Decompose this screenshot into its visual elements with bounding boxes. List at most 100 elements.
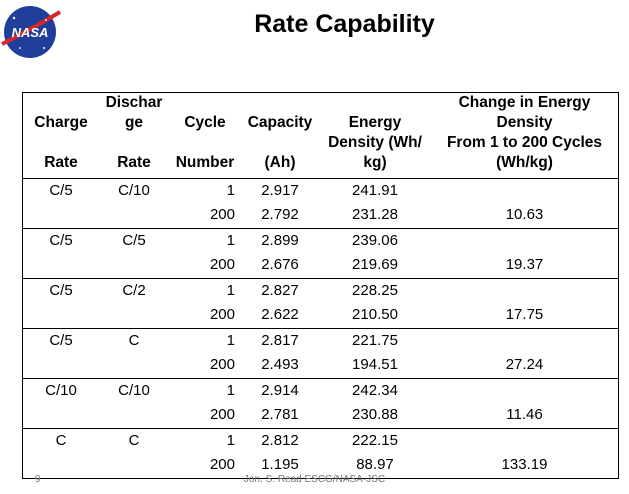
capacity-cell: 2.781 xyxy=(261,406,299,423)
header-discharge-line1: Dischar xyxy=(105,94,163,111)
header-change-line1: Change in Energy xyxy=(458,94,591,111)
header-capacity: Capacity (Ah) xyxy=(241,93,319,173)
header-discharge-rate: Dischar ge Rate xyxy=(99,93,169,173)
energy-density-cell: 210.50 xyxy=(352,306,398,323)
discharge-rate-cell: C/2 xyxy=(122,282,146,299)
energy-density-cell: 230.88 xyxy=(352,406,398,423)
discharge-rate-cell: C xyxy=(128,332,140,349)
capacity-cell: 2.827 xyxy=(261,282,299,299)
header-change-energy-density: Change in Energy Density From 1 to 200 C… xyxy=(431,93,618,173)
header-charge-line2: Rate xyxy=(44,154,78,171)
cycle-number-cell: 1 xyxy=(226,332,235,349)
table-row: 200 2.792 231.28 10.63 xyxy=(23,203,618,227)
capacity-cell: 2.899 xyxy=(261,232,299,249)
cycle-number-cell: 200 xyxy=(209,406,235,423)
cycle-number-cell: 1 xyxy=(226,182,235,199)
table-row: 200 2.622 210.50 17.75 xyxy=(23,303,618,327)
cycle-number-cell: 1 xyxy=(226,382,235,399)
rate-capability-table: Charge Rate Dischar ge Rate Cycle Number… xyxy=(22,92,619,479)
cycle-number-cell: 1 xyxy=(226,282,235,299)
change-energy-density-cell: 11.46 xyxy=(506,406,543,423)
capacity-cell: 2.914 xyxy=(261,382,299,399)
discharge-rate-cell: C/5 xyxy=(122,232,146,249)
charge-rate-cell: C/5 xyxy=(49,332,73,349)
energy-density-cell: 221.75 xyxy=(352,332,398,349)
table-row: 200 2.781 230.88 11.46 xyxy=(23,403,618,427)
header-energy-line3: kg) xyxy=(363,154,387,171)
table-row: C/5 C/2 1 2.827 228.25 xyxy=(23,279,618,303)
cycle-number-cell: 200 xyxy=(209,456,235,473)
energy-density-cell: 239.06 xyxy=(352,232,398,249)
table-group: C/10 C/10 1 2.914 242.34 200 2.781 230.8… xyxy=(23,379,618,429)
cycle-number-cell: 200 xyxy=(209,356,235,373)
header-cycle-line1: Cycle xyxy=(184,114,226,131)
energy-density-cell: 88.97 xyxy=(356,456,394,473)
footer-credit: Jon. S. Read ESCG/NASA-JSC xyxy=(243,474,386,485)
table-group: C/5 C/10 1 2.917 241.91 200 2.792 231.28… xyxy=(23,179,618,229)
charge-rate-cell: C/5 xyxy=(49,232,73,249)
table-group: C/5 C/2 1 2.827 228.25 200 2.622 210.50 … xyxy=(23,279,618,329)
energy-density-cell: 241.91 xyxy=(352,182,398,199)
change-energy-density-cell: 27.24 xyxy=(505,356,544,373)
table-row: C C 1 2.812 222.15 xyxy=(23,429,618,453)
capacity-cell: 2.817 xyxy=(261,332,299,349)
change-energy-density-cell: 19.37 xyxy=(505,256,544,273)
table-row: C/5 C/10 1 2.917 241.91 xyxy=(23,179,618,203)
capacity-cell: 2.676 xyxy=(261,256,299,273)
nasa-logo: NASA xyxy=(0,4,62,60)
table-header-row: Charge Rate Dischar ge Rate Cycle Number… xyxy=(23,93,618,179)
energy-density-cell: 219.69 xyxy=(352,256,398,273)
capacity-cell: 2.493 xyxy=(261,356,299,373)
energy-density-cell: 194.51 xyxy=(352,356,398,373)
change-energy-density-cell: 133.19 xyxy=(501,456,548,473)
change-energy-density-cell: 17.75 xyxy=(505,306,544,323)
capacity-cell: 1.195 xyxy=(261,456,299,473)
charge-rate-cell: C/10 xyxy=(45,382,77,399)
capacity-cell: 2.917 xyxy=(261,182,299,199)
cycle-number-cell: 1 xyxy=(226,432,235,449)
table-row: 200 1.195 88.97 133.19 xyxy=(23,453,618,477)
energy-density-cell: 231.28 xyxy=(352,206,398,223)
change-energy-density-cell: 10.63 xyxy=(505,206,544,223)
table-group: C/5 C 1 2.817 221.75 200 2.493 194.51 27… xyxy=(23,329,618,379)
cycle-number-cell: 200 xyxy=(209,256,235,273)
table-group: C C 1 2.812 222.15 200 1.195 88.97 133.1… xyxy=(23,429,618,478)
energy-density-cell: 242.34 xyxy=(352,382,398,399)
table-row: C/5 C/5 1 2.899 239.06 xyxy=(23,229,618,253)
cycle-number-cell: 200 xyxy=(209,206,235,223)
table-row: 200 2.676 219.69 19.37 xyxy=(23,253,618,277)
table-group: C/5 C/5 1 2.899 239.06 200 2.676 219.69 … xyxy=(23,229,618,279)
charge-rate-cell: C/5 xyxy=(49,182,73,199)
header-charge-rate: Charge Rate xyxy=(23,93,99,173)
table-row: 200 2.493 194.51 27.24 xyxy=(23,353,618,377)
header-charge-line1: Charge xyxy=(34,114,88,131)
header-capacity-line2: (Ah) xyxy=(264,154,296,171)
page-title: Rate Capability xyxy=(254,10,435,38)
capacity-cell: 2.812 xyxy=(261,432,299,449)
table-row: C/10 C/10 1 2.914 242.34 xyxy=(23,379,618,403)
header-change-line3: From 1 to 200 Cycles xyxy=(446,134,603,151)
charge-rate-cell: C xyxy=(55,432,67,449)
table-row: C/5 C 1 2.817 221.75 xyxy=(23,329,618,353)
header-energy-density: Energy Density (Wh/ kg) xyxy=(319,93,431,173)
header-discharge-line3: Rate xyxy=(117,154,151,171)
discharge-rate-cell: C/10 xyxy=(118,382,150,399)
header-energy-line2: Density (Wh/ xyxy=(328,134,422,151)
energy-density-cell: 228.25 xyxy=(352,282,398,299)
energy-density-cell: 222.15 xyxy=(352,432,398,449)
header-cycle-number: Cycle Number xyxy=(169,93,241,173)
header-energy-line1: Energy xyxy=(348,114,402,131)
header-change-line2: Density xyxy=(496,114,553,131)
header-change-line4: (Wh/kg) xyxy=(496,154,553,171)
capacity-cell: 2.792 xyxy=(261,206,299,223)
discharge-rate-cell: C/10 xyxy=(118,182,150,199)
charge-rate-cell: C/5 xyxy=(49,282,73,299)
capacity-cell: 2.622 xyxy=(261,306,299,323)
header-capacity-line1: Capacity xyxy=(247,114,313,131)
cycle-number-cell: 1 xyxy=(226,232,235,249)
header-discharge-line2: ge xyxy=(124,114,144,131)
cycle-number-cell: 200 xyxy=(209,306,235,323)
page-number: 9 xyxy=(35,474,41,485)
discharge-rate-cell: C xyxy=(128,432,140,449)
header-cycle-line2: Number xyxy=(175,154,235,171)
